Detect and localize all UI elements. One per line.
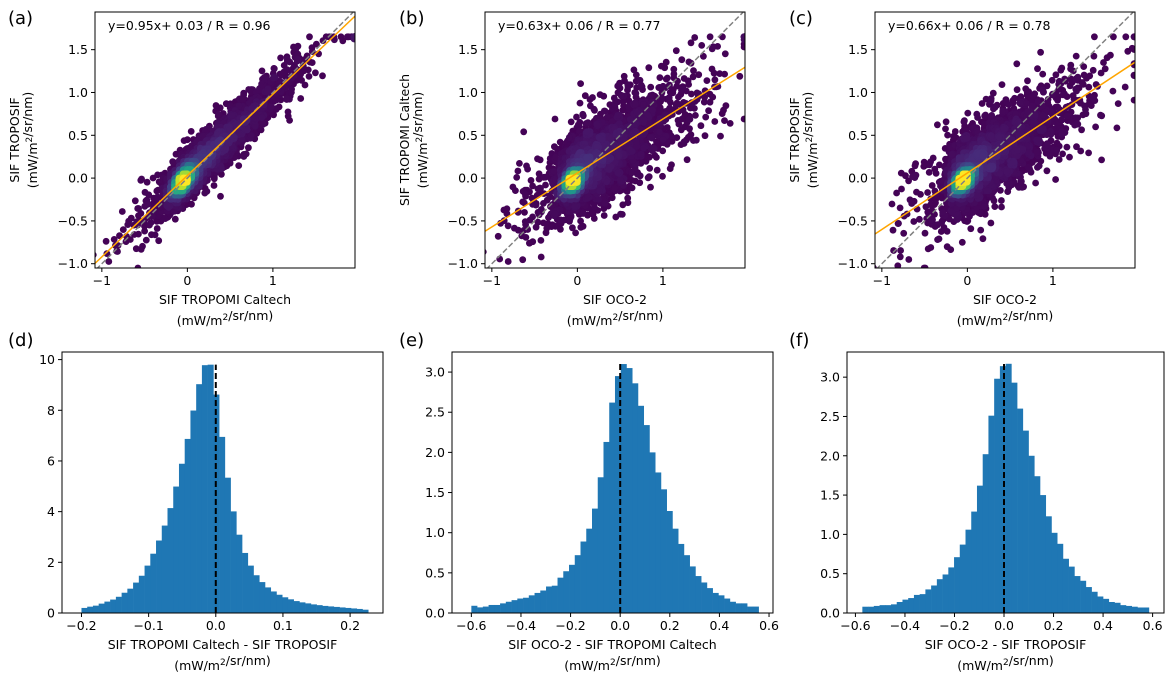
scatter-point	[322, 33, 330, 41]
scatter-point	[284, 55, 291, 63]
scatter-point	[210, 182, 218, 189]
scatter-point	[187, 127, 195, 135]
scatter-point	[132, 245, 140, 253]
scatter-point	[116, 232, 123, 240]
scatter-point	[308, 48, 316, 55]
scatter-point	[155, 237, 163, 245]
scatter-point	[217, 192, 224, 200]
scatter-point	[153, 225, 161, 232]
scatter-point	[305, 73, 313, 80]
scatter-point	[201, 189, 209, 197]
scatter-point	[163, 202, 171, 210]
scatter-points	[95, 33, 355, 268]
scatter-point	[267, 103, 275, 111]
scatter-point	[215, 110, 223, 118]
scatter-point	[171, 215, 179, 223]
scatter-point	[124, 221, 132, 229]
scatter-point	[119, 226, 127, 234]
scatter-point	[284, 108, 292, 116]
scatter-point	[306, 33, 313, 41]
scatter-point	[280, 68, 288, 76]
scatter-point	[135, 212, 142, 220]
plot-area	[95, 12, 355, 268]
scatter-point	[228, 112, 236, 119]
scatter-point	[143, 178, 151, 186]
scatter-point	[114, 248, 121, 255]
scatter-point	[288, 85, 295, 93]
scatter-point	[319, 72, 326, 80]
scatter-point	[95, 251, 97, 258]
scatter-point	[103, 250, 111, 257]
scatter-point	[298, 76, 305, 84]
scatter-point	[188, 200, 195, 208]
scatter-point	[133, 218, 141, 226]
scatter-point	[161, 215, 169, 223]
scatter-point	[258, 114, 266, 121]
scatter-point	[110, 236, 118, 243]
scatter-point	[112, 242, 119, 249]
scatter-point	[146, 221, 153, 229]
scatter-point	[153, 187, 161, 195]
scatter-point	[248, 105, 255, 113]
scatter-point	[180, 137, 188, 145]
scatter-point	[350, 33, 355, 41]
scatter-point	[239, 96, 247, 104]
scatter-point	[247, 132, 255, 139]
scatter-point	[135, 205, 143, 212]
scatter-point	[255, 87, 263, 94]
scatter-point	[170, 158, 178, 166]
scatter-point	[259, 120, 267, 127]
scatter-point	[339, 37, 347, 45]
scatter-point	[141, 188, 149, 196]
scatter-point	[232, 120, 240, 128]
scatter-point	[294, 50, 302, 58]
scatter-point	[131, 197, 139, 205]
scatter-point	[263, 88, 271, 96]
scatter-point	[304, 66, 312, 74]
scatter-point	[294, 56, 302, 63]
scatter-point	[292, 45, 300, 53]
scatter-point	[277, 54, 284, 62]
scatter-point	[245, 144, 252, 152]
scatter-point	[297, 95, 305, 102]
scatter-point	[235, 162, 243, 170]
scatter-point	[258, 67, 266, 75]
scatter-point	[301, 81, 309, 89]
scatter-point	[148, 231, 155, 239]
scatter-point	[141, 202, 149, 210]
scatter-point	[146, 209, 154, 217]
scatter-point	[270, 73, 278, 81]
scatter-point	[308, 59, 316, 66]
scatter-point	[272, 106, 280, 113]
scatter-point	[247, 88, 255, 96]
panel-a: y=0.95x+ 0.03 / R = 0.96−1 0 1−1.0−0.50.00…	[7, 8, 356, 328]
scatter-point	[134, 264, 142, 268]
scatter-point	[283, 95, 290, 102]
scatter-point	[138, 175, 146, 183]
scatter-point	[105, 258, 113, 265]
scatter-point	[118, 208, 126, 215]
scatter-point	[312, 69, 319, 77]
scatter-point	[212, 102, 220, 109]
scatter-point	[240, 153, 248, 160]
scatter-point	[141, 227, 149, 235]
scatter-point	[102, 237, 110, 245]
scatter-point	[142, 236, 150, 244]
scatter-point	[243, 126, 251, 134]
scatter-point	[155, 204, 163, 212]
scatter-point	[270, 65, 278, 73]
